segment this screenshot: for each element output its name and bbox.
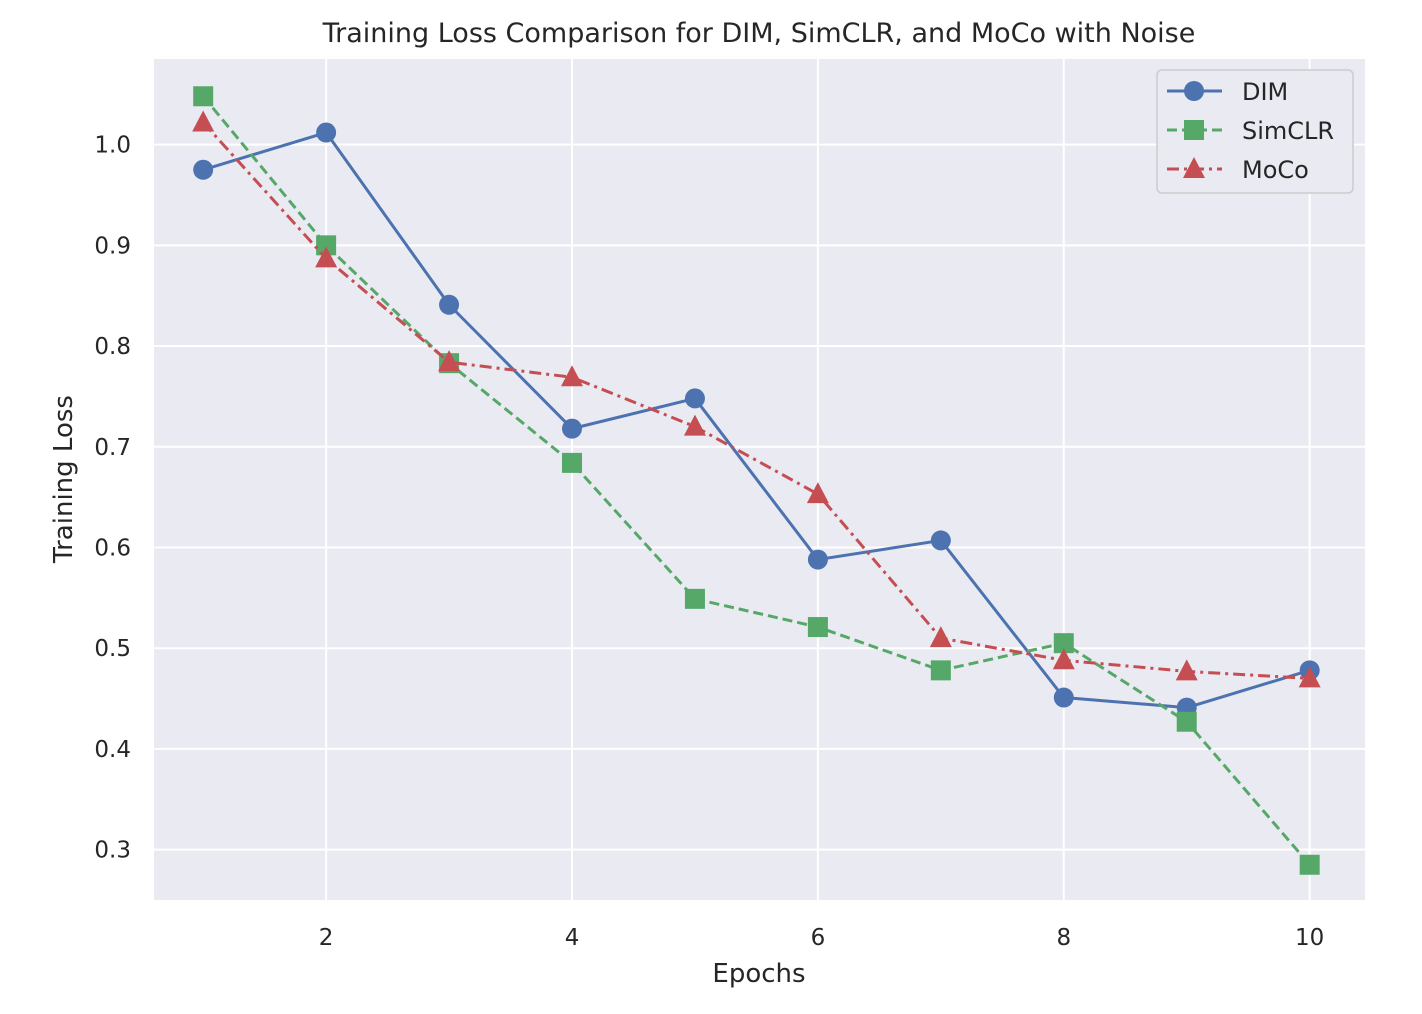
data-point-dim (1053, 687, 1074, 708)
data-point-moco (683, 414, 706, 436)
legend-item-dim: DIM (1167, 78, 1288, 106)
data-point-simclr (807, 617, 828, 638)
data-point-simclr (1176, 711, 1197, 732)
data-point-moco (438, 350, 461, 372)
data-point-dim (807, 549, 828, 570)
y-tick-label: 0.6 (94, 535, 131, 561)
series-dim (193, 122, 1320, 718)
data-series (192, 86, 1321, 875)
x-tick-label: 2 (319, 925, 334, 951)
y-tick-label: 0.9 (94, 233, 131, 259)
data-point-moco (929, 626, 952, 648)
legend-box (1156, 69, 1354, 194)
series-line-simclr (202, 95, 1311, 866)
y-axis-label: Training Loss (49, 395, 79, 564)
data-point-dim (439, 294, 460, 315)
legend-item-moco: MoCo (1167, 156, 1309, 184)
data-point-dim (562, 418, 583, 439)
legend: DIM SimCLR MoCo (1156, 69, 1354, 194)
x-tick-label: 10 (1295, 925, 1324, 951)
legend-item-simclr: SimCLR (1167, 117, 1334, 145)
chart-title: Training Loss Comparison for DIM, SimCLR… (322, 18, 1196, 49)
legend-marker-simclr (1184, 120, 1204, 140)
data-point-moco (192, 110, 215, 132)
y-tick-label: 0.8 (94, 334, 131, 360)
x-tick-label: 8 (1056, 925, 1071, 951)
data-point-simclr (562, 452, 583, 473)
y-tick-labels: 0.3 0.4 0.5 0.6 0.7 0.8 0.9 1.0 (94, 133, 131, 864)
data-point-moco (1052, 648, 1075, 670)
x-axis-label: Epochs (712, 959, 805, 989)
legend-marker-moco (1183, 157, 1205, 178)
y-tick-label: 0.4 (94, 737, 131, 763)
data-point-simclr (1299, 854, 1320, 875)
plot-area (154, 59, 1365, 900)
data-point-simclr (930, 660, 951, 681)
legend-marker-dim (1184, 81, 1204, 101)
x-tick-label: 4 (565, 925, 580, 951)
legend-label-moco: MoCo (1242, 156, 1309, 184)
series-moco (192, 110, 1321, 688)
data-point-simclr (316, 235, 337, 256)
data-point-simclr (193, 86, 214, 107)
grid-lines (154, 59, 1365, 900)
data-point-simclr (684, 588, 705, 609)
series-simclr (193, 86, 1320, 875)
legend-label-simclr: SimCLR (1242, 117, 1334, 145)
series-line-dim (202, 131, 1311, 710)
y-tick-label: 0.5 (94, 636, 131, 662)
data-point-dim (316, 122, 337, 143)
data-point-dim (930, 530, 951, 551)
data-point-moco (806, 482, 829, 504)
data-point-moco (315, 246, 338, 268)
data-point-dim (684, 388, 705, 409)
y-tick-label: 0.7 (94, 435, 131, 461)
y-tick-label: 0.3 (94, 838, 131, 864)
data-point-moco (561, 365, 584, 387)
data-point-moco (1298, 666, 1321, 688)
legend-label-dim: DIM (1242, 78, 1288, 106)
data-point-simclr (1053, 633, 1074, 654)
data-point-moco (1175, 659, 1198, 681)
x-tick-label: 6 (811, 925, 826, 951)
data-point-dim (193, 159, 214, 180)
x-tick-labels: 2 4 6 8 10 (319, 925, 1325, 951)
y-tick-label: 1.0 (94, 133, 131, 159)
